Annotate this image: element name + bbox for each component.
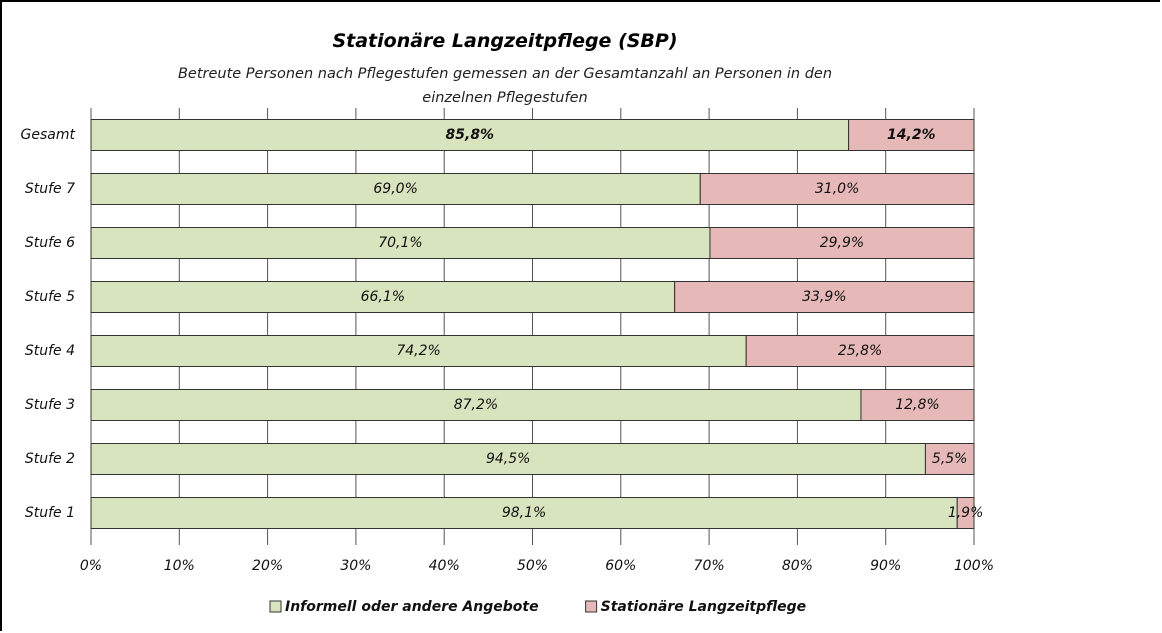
x-tick-label: 80% — [782, 558, 813, 574]
bar-segment — [699, 173, 975, 205]
bar-segment — [90, 281, 676, 313]
x-tick-label: 70% — [694, 558, 725, 574]
bar-segment — [956, 497, 975, 529]
y-tick-label: Stufe 7 — [25, 181, 75, 197]
x-tick-label: 100% — [954, 558, 994, 574]
bar-segment — [745, 335, 975, 367]
chart-title: Stationäre Langzeitpflege (SBP) — [332, 30, 678, 52]
y-tick-label: Stufe 6 — [25, 235, 75, 251]
x-tick-label: 30% — [340, 558, 371, 574]
data-label: 29,9% — [820, 235, 864, 251]
y-tick-label: Gesamt — [21, 127, 76, 143]
legend-label: Stationäre Langzeitpflege — [601, 599, 807, 615]
x-tick-label: 40% — [429, 558, 460, 574]
x-tick-label: 20% — [252, 558, 283, 574]
data-label: 98,1% — [502, 505, 546, 521]
legend-swatch — [585, 600, 598, 613]
bar-segment — [709, 227, 975, 259]
legend-label: Informell oder andere Angebote — [285, 599, 539, 615]
data-label: 94,5% — [486, 451, 530, 467]
data-label: 14,2% — [887, 127, 936, 143]
y-tick-label: Stufe 1 — [25, 505, 75, 521]
y-tick-label: Stufe 4 — [25, 343, 75, 359]
data-label: 33,9% — [802, 289, 846, 305]
bar-segment — [90, 443, 926, 475]
chart-subtitle: Betreute Personen nach Pflegestufen geme… — [177, 66, 833, 106]
data-label: 31,0% — [815, 181, 859, 197]
bar-segment — [924, 443, 975, 475]
bar-segment — [90, 497, 958, 529]
x-tick-label: 90% — [870, 558, 901, 574]
x-tick-label: 10% — [164, 558, 195, 574]
bar-segment — [848, 119, 975, 151]
x-tick-label: 60% — [605, 558, 636, 574]
data-label: 87,2% — [454, 397, 498, 413]
x-tick-label: 50% — [517, 558, 548, 574]
data-label: 70,1% — [378, 235, 422, 251]
bar-segment — [90, 173, 701, 205]
data-label: 12,8% — [895, 397, 939, 413]
data-label: 5,5% — [932, 451, 968, 467]
data-label: 1,9% — [948, 505, 984, 521]
bar-segment — [90, 227, 711, 259]
x-tick-label: 0% — [80, 558, 102, 574]
legend-swatch — [269, 600, 282, 613]
bar-segment — [860, 389, 975, 421]
data-label: 25,8% — [838, 343, 882, 359]
y-tick-label: Stufe 2 — [25, 451, 75, 467]
y-tick-label: Stufe 5 — [25, 289, 75, 305]
bar-segment — [90, 335, 747, 367]
bar-segment — [90, 119, 850, 151]
data-label: 66,1% — [361, 289, 405, 305]
data-label: 69,0% — [373, 181, 417, 197]
bar-segment — [674, 281, 975, 313]
data-label: 85,8% — [446, 127, 495, 143]
y-tick-label: Stufe 3 — [25, 397, 75, 413]
data-label: 74,2% — [396, 343, 440, 359]
